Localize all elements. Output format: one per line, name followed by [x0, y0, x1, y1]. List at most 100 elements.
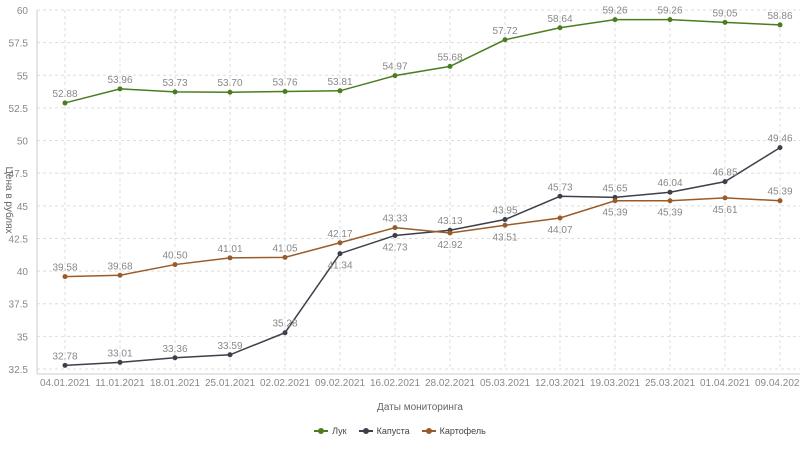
- y-tick-label: 42.5: [9, 234, 29, 245]
- data-point: [172, 89, 178, 95]
- series-line-Капуста: [64, 146, 781, 367]
- data-label: 53.96: [107, 75, 132, 86]
- data-point: [117, 272, 123, 278]
- legend-label: Капуста: [376, 426, 410, 436]
- data-label: 45.39: [657, 208, 682, 219]
- data-label: 40.50: [162, 251, 187, 262]
- data-point: [337, 251, 343, 257]
- data-label: 53.70: [217, 78, 242, 89]
- x-tick-label: 11.01.2021: [95, 378, 145, 389]
- data-label: 58.64: [547, 14, 572, 25]
- legend-marker-icon: [358, 428, 373, 434]
- data-point: [612, 17, 618, 23]
- x-axis-title: Даты мониторинга: [377, 402, 463, 413]
- data-point: [722, 195, 728, 201]
- data-point: [392, 225, 398, 231]
- data-label: 42.17: [327, 229, 352, 240]
- data-point: [62, 362, 68, 368]
- data-point: [722, 179, 728, 185]
- x-tick-label: 16.02.2021: [370, 378, 420, 389]
- data-point: [337, 88, 343, 94]
- legend-label: Картофель: [439, 426, 486, 436]
- legend-item[interactable]: Картофель: [421, 426, 486, 436]
- data-label: 59.05: [712, 8, 737, 19]
- data-label: 53.73: [162, 78, 187, 89]
- data-label: 41.01: [217, 244, 242, 255]
- data-point: [447, 63, 453, 69]
- data-point: [227, 89, 233, 95]
- legend-item[interactable]: Капуста: [358, 426, 410, 436]
- x-tick-label: 09.02.2021: [315, 378, 365, 389]
- data-point: [777, 145, 783, 151]
- x-tick-label: 18.01.2021: [150, 378, 200, 389]
- y-tick-label: 37.5: [9, 300, 29, 311]
- data-label: 45.39: [767, 187, 792, 198]
- data-label: 44.07: [547, 225, 572, 236]
- data-label: 32.78: [52, 351, 77, 362]
- y-tick-label: 60: [17, 6, 29, 17]
- data-label: 45.39: [602, 208, 627, 219]
- data-point: [777, 198, 783, 204]
- data-label: 45.73: [547, 182, 572, 193]
- data-point: [172, 262, 178, 268]
- data-point: [447, 230, 453, 236]
- data-point: [62, 274, 68, 280]
- data-label: 59.26: [602, 6, 627, 17]
- y-tick-label: 45: [17, 202, 29, 213]
- data-point: [282, 330, 288, 336]
- data-label: 35.28: [272, 319, 297, 330]
- series-line-Лук: [64, 18, 781, 104]
- data-label: 43.51: [492, 232, 517, 243]
- data-label: 42.73: [382, 242, 407, 253]
- data-label: 57.72: [492, 26, 517, 37]
- data-label: 46.04: [657, 178, 682, 189]
- x-tick-label: 02.02.2021: [260, 378, 310, 389]
- data-point: [117, 359, 123, 365]
- data-label: 43.95: [492, 206, 517, 217]
- data-label: 54.97: [382, 62, 407, 73]
- data-point: [557, 193, 563, 199]
- data-label: 53.81: [327, 77, 352, 88]
- data-point: [392, 73, 398, 79]
- data-label: 53.76: [272, 77, 297, 88]
- legend-marker-icon: [314, 428, 329, 434]
- y-tick-label: 35: [17, 332, 29, 343]
- data-point: [282, 254, 288, 260]
- data-label: 33.59: [217, 341, 242, 352]
- data-label: 59.26: [657, 6, 682, 17]
- data-label: 41.05: [272, 243, 297, 254]
- y-tick-label: 32.5: [9, 365, 29, 376]
- x-tick-label: 19.03.2021: [590, 378, 640, 389]
- legend-item[interactable]: Лук: [314, 426, 347, 436]
- series-line-Картофель: [64, 197, 781, 278]
- data-point: [337, 240, 343, 246]
- data-label: 42.92: [437, 240, 462, 251]
- data-label: 33.36: [162, 344, 187, 355]
- x-tick-label: 25.01.2021: [205, 378, 255, 389]
- data-label: 52.88: [52, 89, 77, 100]
- data-label: 39.58: [52, 263, 77, 274]
- data-point: [667, 198, 673, 204]
- data-label: 39.68: [107, 261, 132, 272]
- data-point: [172, 355, 178, 361]
- y-tick-label: 57.5: [9, 39, 29, 50]
- data-point: [227, 255, 233, 261]
- legend-marker-icon: [421, 428, 436, 434]
- data-point: [392, 232, 398, 238]
- data-label: 43.13: [437, 216, 462, 227]
- y-tick-label: 40: [17, 267, 29, 278]
- data-point: [667, 17, 673, 23]
- data-point: [502, 217, 508, 223]
- y-tick-label: 55: [17, 71, 29, 82]
- x-tick-label: 01.04.2021: [700, 378, 750, 389]
- x-tick-label: 09.04.2021: [755, 378, 800, 389]
- x-tick-label: 25.03.2021: [645, 378, 695, 389]
- data-point: [612, 198, 618, 204]
- y-tick-label: 52.5: [9, 104, 29, 115]
- x-tick-label: 12.03.2021: [535, 378, 585, 389]
- data-label: 46.85: [712, 168, 737, 179]
- data-point: [227, 352, 233, 358]
- data-point: [117, 86, 123, 92]
- data-label: 45.65: [602, 183, 627, 194]
- x-tick-label: 05.03.2021: [480, 378, 530, 389]
